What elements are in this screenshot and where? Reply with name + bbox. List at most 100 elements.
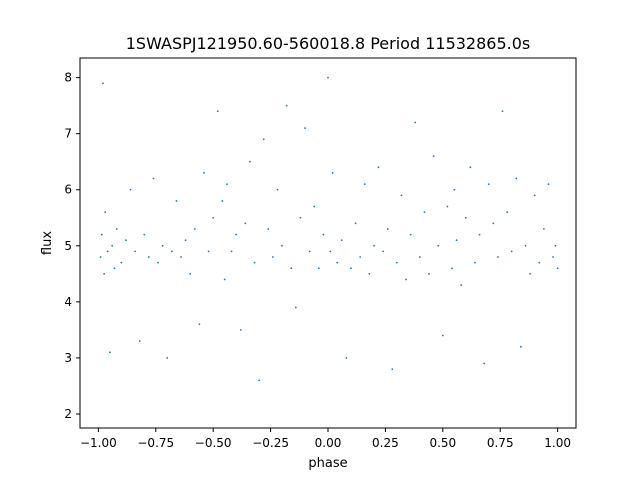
data-point [418,256,421,258]
data-point [304,127,306,129]
data-point [464,216,467,219]
y-tick-label: 5 [64,239,72,253]
x-tick-label: 0.75 [487,436,514,450]
x-tick-label: 0.00 [315,436,342,450]
data-point [437,244,440,247]
data-point [170,250,173,253]
data-point [432,155,435,158]
data-point [147,256,150,258]
data-point [446,205,449,208]
data-point [483,362,486,365]
data-point [294,306,297,309]
data-point [143,233,146,236]
data-point [104,211,107,214]
data-point [510,250,513,253]
data-point [100,233,103,236]
data-point [189,272,192,275]
data-point [492,222,495,225]
data-point [290,267,293,270]
y-tick-label: 7 [64,127,72,141]
data-point [125,239,127,242]
data-point [134,250,137,253]
data-point [103,272,106,275]
y-axis-label: flux [40,231,55,255]
data-point [556,267,559,270]
data-point [469,166,472,169]
data-point [327,76,329,79]
data-point [276,188,279,191]
data-point [414,121,417,124]
y-tick-label: 8 [64,71,72,85]
data-point [239,328,242,331]
data-point [322,233,325,236]
data-point [395,261,398,264]
data-point [547,183,550,186]
x-tick-label: 0.25 [372,436,399,450]
data-point [113,267,116,270]
data-point [474,261,476,264]
data-point [497,256,499,258]
chart-title: 1SWASPJ121950.60-560018.8 Period 1153286… [126,34,531,53]
data-point [350,267,352,270]
data-point [538,261,541,264]
data-point [423,211,426,214]
x-tick-label: −0.75 [137,436,174,450]
data-point [391,368,394,371]
data-point [554,244,557,247]
data-point [271,256,274,258]
data-point [193,228,196,230]
data-point [515,177,518,180]
data-point [519,345,522,348]
x-tick-label: −1.00 [80,436,117,450]
data-point [111,244,114,247]
data-point [258,379,261,382]
x-axis-label: phase [308,456,347,471]
data-point [542,228,545,230]
data-point [409,233,412,236]
data-point [529,272,531,275]
data-point [373,244,375,247]
data-point [99,256,102,258]
data-point [207,250,210,253]
data-point [377,166,380,169]
data-point [138,340,141,343]
x-axis: −1.00 −0.75 −0.50 −0.25 0.00 0.25 0.50 0.75 1.00 [80,428,571,450]
data-point [524,244,527,247]
data-point [313,205,316,208]
data-point [184,239,187,242]
data-point [262,138,265,141]
data-point [244,222,247,225]
data-point [221,200,224,202]
data-point [451,267,453,270]
y-tick-label: 3 [64,351,72,365]
data-point [249,160,251,163]
data-point [180,256,182,258]
data-point [223,278,226,281]
data-point [317,267,320,270]
data-point [501,110,504,113]
data-point [175,200,178,202]
data-point [108,351,111,354]
x-tick-label: 0.50 [429,436,456,450]
y-tick-label: 4 [64,295,72,309]
data-point [203,172,205,174]
data-point [441,334,444,337]
data-point [345,357,348,359]
data-point [428,272,430,275]
data-point [386,228,389,230]
y-tick-label: 2 [64,407,72,421]
data-point [506,211,509,214]
data-point [198,323,201,326]
data-point [400,194,403,197]
data-point [299,216,302,219]
data-point [487,183,490,186]
x-tick-label: −0.50 [195,436,232,450]
x-tick-label: −0.25 [252,436,289,450]
y-tick-label: 6 [64,183,72,197]
data-point [253,261,256,264]
data-point [166,357,169,359]
y-axis: 2 3 4 5 6 7 8 [64,71,80,421]
data-point [230,250,233,253]
data-point [340,239,343,242]
